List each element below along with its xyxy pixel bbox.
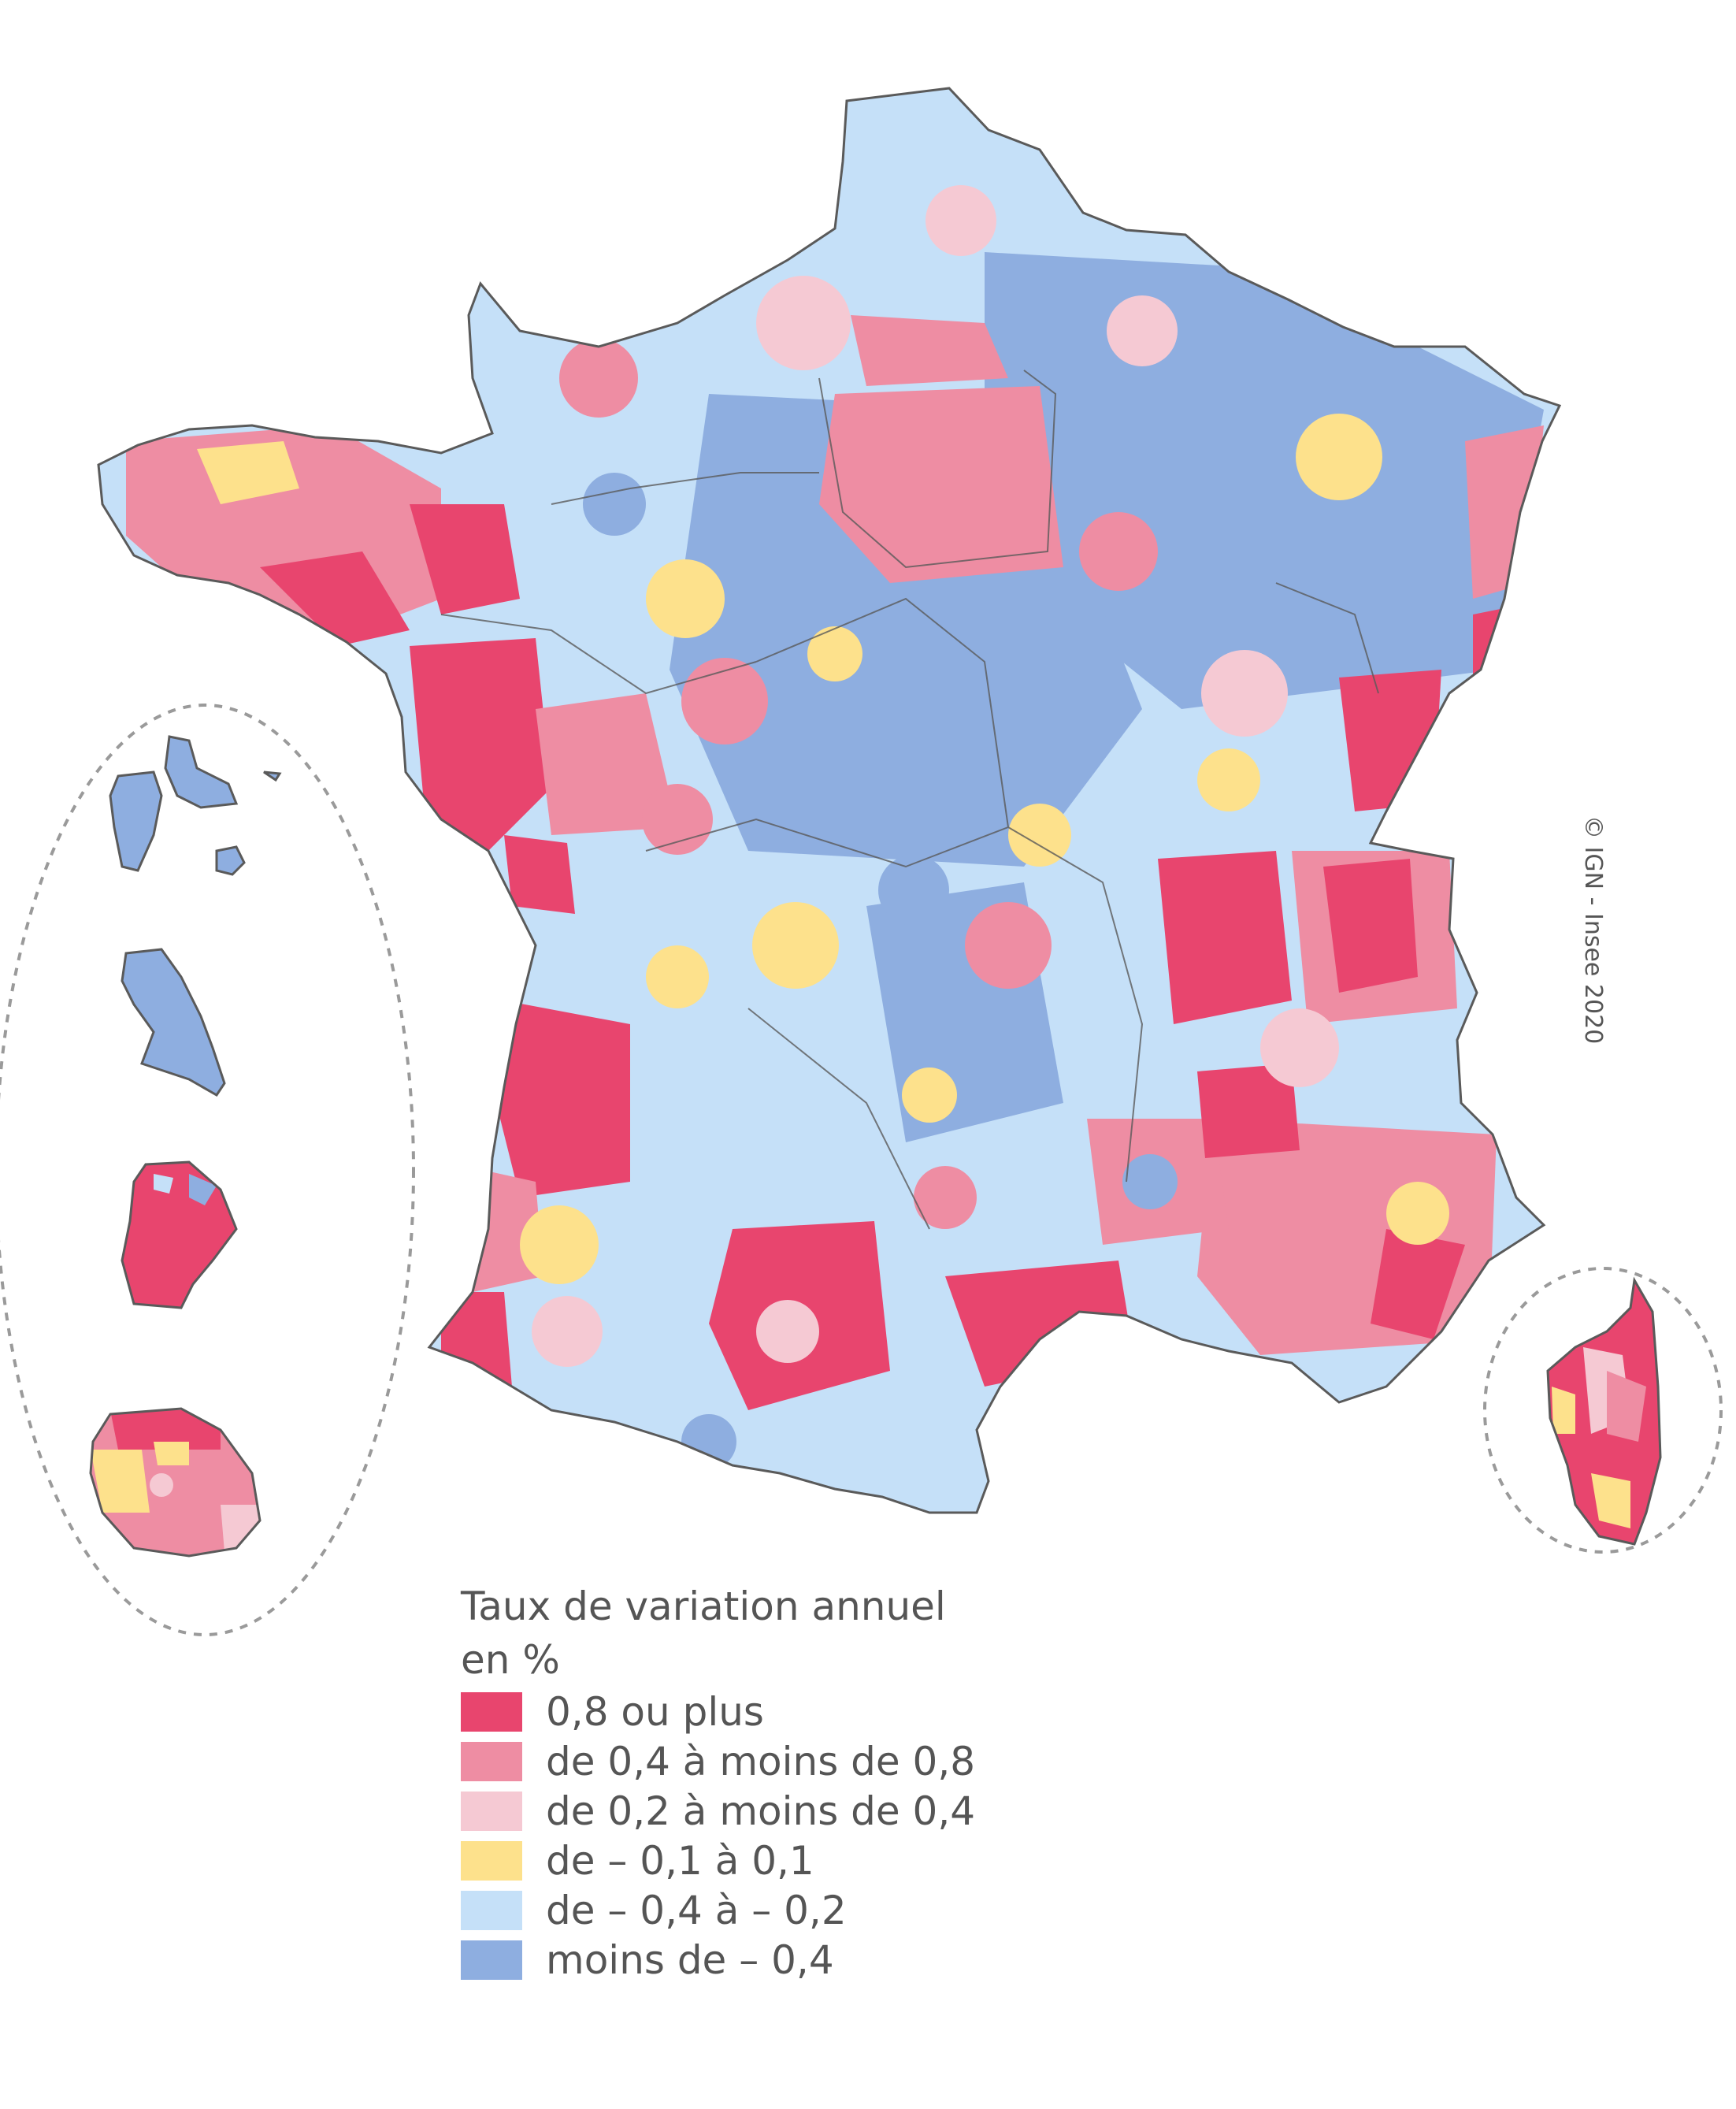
legend-title: Taux de variation annuel bbox=[461, 1584, 946, 1629]
legend-label: de – 0,1 à 0,1 bbox=[546, 1837, 814, 1884]
legend-item: de – 0,4 à – 0,2 bbox=[461, 1885, 975, 1935]
legend-item: de 0,4 à moins de 0,8 bbox=[461, 1736, 975, 1786]
guadeloupe bbox=[109, 735, 282, 876]
legend-label: de 0,4 à moins de 0,8 bbox=[546, 1738, 976, 1784]
legend-swatch bbox=[461, 1741, 522, 1781]
legend-swatch bbox=[461, 1940, 522, 1980]
legend-swatch bbox=[461, 1791, 522, 1831]
copyright-text: © IGN - Insee 2020 bbox=[1579, 815, 1607, 1045]
legend-swatch bbox=[461, 1691, 522, 1732]
legend-label: moins de – 0,4 bbox=[546, 1936, 834, 1983]
legend-swatch bbox=[461, 1840, 522, 1881]
corse bbox=[1483, 1267, 1723, 1554]
legend-items: 0,8 ou plus de 0,4 à moins de 0,8 de 0,2… bbox=[461, 1687, 975, 1985]
metropolitan-france bbox=[97, 87, 1562, 1514]
legend-item: moins de – 0,4 bbox=[461, 1935, 975, 1985]
legend-label: de – 0,4 à – 0,2 bbox=[546, 1887, 847, 1933]
legend-item: 0,8 ou plus bbox=[461, 1687, 975, 1736]
legend-item: de 0,2 à moins de 0,4 bbox=[461, 1786, 975, 1836]
legend-item: de – 0,1 à 0,1 bbox=[461, 1836, 975, 1885]
legend-label: de 0,2 à moins de 0,4 bbox=[546, 1788, 976, 1834]
legend-swatch bbox=[461, 1890, 522, 1930]
legend-label: 0,8 ou plus bbox=[546, 1688, 764, 1735]
guyane bbox=[121, 1160, 238, 1309]
martinique bbox=[121, 948, 226, 1097]
la-reunion bbox=[89, 1407, 262, 1558]
legend-subtitle: en % bbox=[461, 1637, 560, 1683]
overseas-inset-outline bbox=[0, 704, 415, 1636]
legend: Taux de variation annuel en % 0,8 ou plu… bbox=[461, 1580, 975, 1985]
